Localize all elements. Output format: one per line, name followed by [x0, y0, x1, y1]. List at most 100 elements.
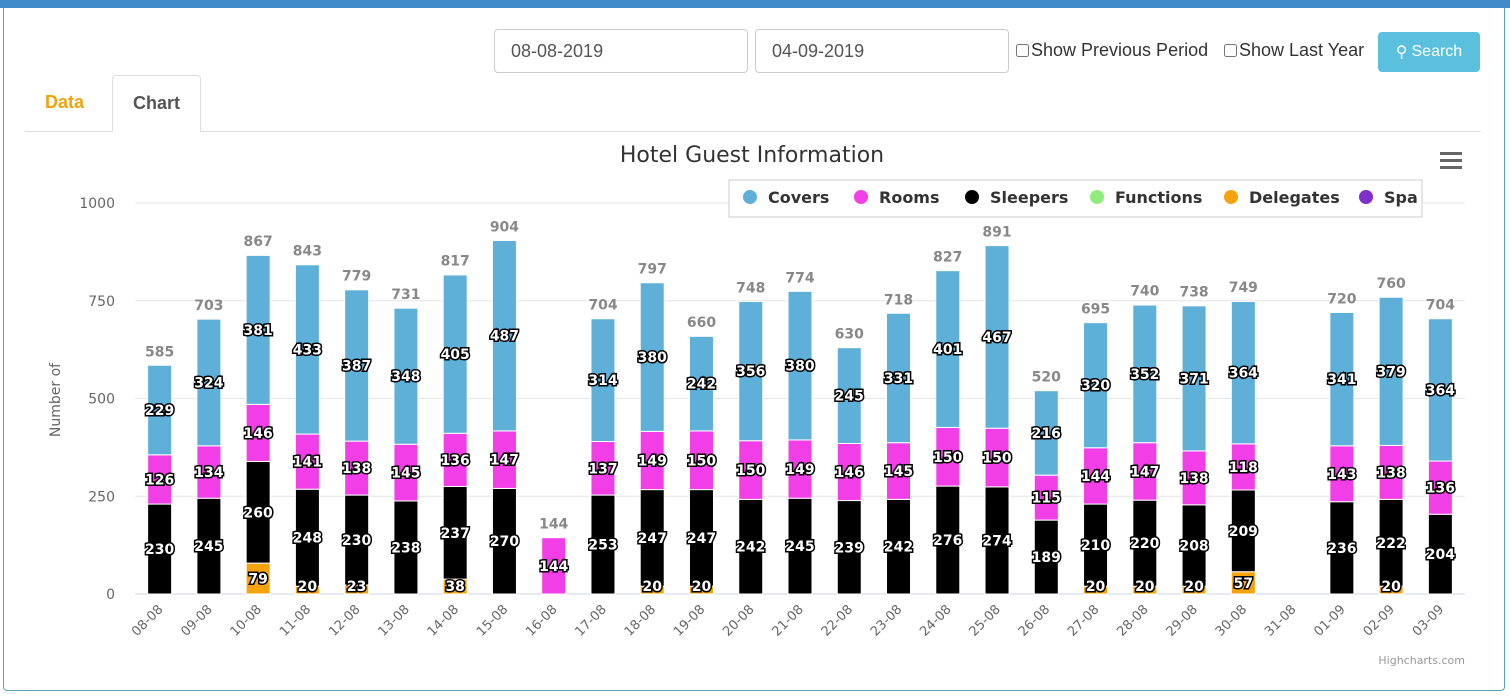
- bar-sleepers[interactable]: [590, 494, 616, 595]
- bar-covers[interactable]: [491, 240, 517, 432]
- end-date-input[interactable]: 04-09-2019: [755, 29, 1009, 73]
- bar-rooms[interactable]: [1230, 443, 1256, 491]
- bar-sleepers[interactable]: [1230, 489, 1256, 573]
- bar-sleepers[interactable]: [984, 486, 1010, 595]
- checkbox-label: Show Last Year: [1239, 40, 1365, 60]
- bar-rooms[interactable]: [1083, 447, 1109, 505]
- bar-sleepers[interactable]: [738, 498, 764, 595]
- bar-rooms[interactable]: [787, 439, 813, 499]
- bar-sleepers[interactable]: [787, 497, 813, 595]
- bar-rooms[interactable]: [886, 442, 912, 500]
- bar-rooms[interactable]: [1132, 442, 1158, 501]
- bar-sleepers[interactable]: [836, 500, 862, 595]
- bar-sleepers[interactable]: [935, 485, 961, 595]
- show-previous-period-checkbox[interactable]: Show Previous Period: [1016, 40, 1208, 61]
- data-label: 138: [342, 461, 371, 477]
- bar-sleepers[interactable]: [294, 488, 320, 587]
- bar-rooms[interactable]: [344, 440, 370, 496]
- x-tick-label: 28-08: [1114, 602, 1151, 639]
- bar-rooms[interactable]: [984, 427, 1010, 488]
- data-label: 20: [1135, 579, 1155, 595]
- bar-covers[interactable]: [1427, 318, 1453, 462]
- bar-rooms[interactable]: [1378, 444, 1404, 500]
- checkbox[interactable]: [1224, 44, 1237, 57]
- checkbox[interactable]: [1016, 44, 1029, 57]
- bar-covers[interactable]: [886, 312, 912, 444]
- search-button[interactable]: ⚲ Search: [1378, 32, 1480, 72]
- start-date-input[interactable]: 08-08-2019: [494, 29, 748, 73]
- bar-covers[interactable]: [935, 270, 961, 428]
- data-label: 274: [982, 533, 1011, 549]
- menu-icon[interactable]: [1440, 152, 1462, 169]
- bar-rooms[interactable]: [196, 445, 222, 499]
- bar-covers[interactable]: [196, 318, 222, 447]
- bar-rooms[interactable]: [147, 454, 173, 505]
- legend-item-spa[interactable]: Spa: [1359, 188, 1418, 207]
- bar-delegates[interactable]: [245, 562, 271, 595]
- stack-total-label: 704: [1426, 298, 1455, 314]
- bar-sleepers[interactable]: [442, 485, 468, 580]
- bar-rooms[interactable]: [245, 403, 271, 462]
- bar-rooms[interactable]: [1033, 474, 1059, 521]
- data-label: 341: [1327, 372, 1356, 388]
- bar-sleepers[interactable]: [639, 489, 665, 587]
- bar-covers[interactable]: [1132, 304, 1158, 444]
- bar-covers[interactable]: [1033, 390, 1059, 476]
- legend-item-delegates[interactable]: Delegates: [1224, 188, 1340, 207]
- bar-sleepers[interactable]: [1378, 498, 1404, 587]
- bar-covers[interactable]: [1181, 305, 1207, 452]
- bar-rooms[interactable]: [688, 430, 714, 491]
- bar-covers[interactable]: [1230, 301, 1256, 445]
- bar-covers[interactable]: [294, 264, 320, 435]
- bar-covers[interactable]: [344, 289, 370, 442]
- bar-covers[interactable]: [393, 307, 419, 445]
- data-label: 242: [736, 540, 765, 556]
- bar-covers[interactable]: [1378, 296, 1404, 446]
- legend-item-functions[interactable]: Functions: [1090, 188, 1202, 207]
- bar-sleepers[interactable]: [886, 498, 912, 595]
- bar-covers[interactable]: [147, 364, 173, 456]
- bar-rooms[interactable]: [935, 426, 961, 487]
- bar-sleepers[interactable]: [1181, 504, 1207, 587]
- legend-item-rooms[interactable]: Rooms: [854, 188, 940, 207]
- bar-sleepers[interactable]: [196, 497, 222, 595]
- tab-chart[interactable]: Chart: [112, 75, 202, 132]
- bar-covers[interactable]: [984, 245, 1010, 429]
- y-axis-label: Number of: [48, 362, 64, 437]
- bar-covers[interactable]: [245, 254, 271, 405]
- credits[interactable]: Highcharts.com: [1378, 654, 1465, 667]
- bar-covers[interactable]: [1329, 311, 1355, 447]
- legend-label: Covers: [768, 188, 829, 207]
- show-last-year-checkbox[interactable]: Show Last Year: [1224, 40, 1364, 61]
- bar-sleepers[interactable]: [245, 460, 271, 564]
- bar-sleepers[interactable]: [147, 503, 173, 595]
- bar-covers[interactable]: [787, 290, 813, 441]
- bar-rooms[interactable]: [442, 432, 468, 487]
- data-label: 380: [785, 359, 814, 375]
- bar-sleepers[interactable]: [1329, 501, 1355, 595]
- tab-data[interactable]: Data: [45, 92, 85, 112]
- data-label: 150: [982, 451, 1011, 467]
- bar-covers[interactable]: [836, 347, 862, 444]
- bar-rooms[interactable]: [541, 537, 567, 595]
- bar-rooms[interactable]: [836, 442, 862, 502]
- bar-rooms[interactable]: [590, 441, 616, 496]
- legend-item-sleepers[interactable]: Sleepers: [965, 188, 1068, 207]
- bar-covers[interactable]: [1083, 322, 1109, 449]
- bar-sleepers[interactable]: [1033, 519, 1059, 595]
- bar-covers[interactable]: [738, 301, 764, 442]
- bar-covers[interactable]: [639, 282, 665, 432]
- bar-rooms[interactable]: [294, 433, 320, 490]
- bar-rooms[interactable]: [1427, 460, 1453, 515]
- bar-rooms[interactable]: [639, 430, 665, 491]
- bar-covers[interactable]: [590, 318, 616, 443]
- data-label: 20: [1184, 579, 1204, 595]
- bar-rooms[interactable]: [738, 440, 764, 500]
- legend-label: Functions: [1115, 188, 1202, 207]
- bar-rooms[interactable]: [393, 443, 419, 502]
- data-label: 141: [293, 455, 322, 471]
- legend-item-covers[interactable]: Covers: [743, 188, 829, 207]
- bar-covers[interactable]: [442, 274, 468, 434]
- bar-covers[interactable]: [688, 335, 714, 432]
